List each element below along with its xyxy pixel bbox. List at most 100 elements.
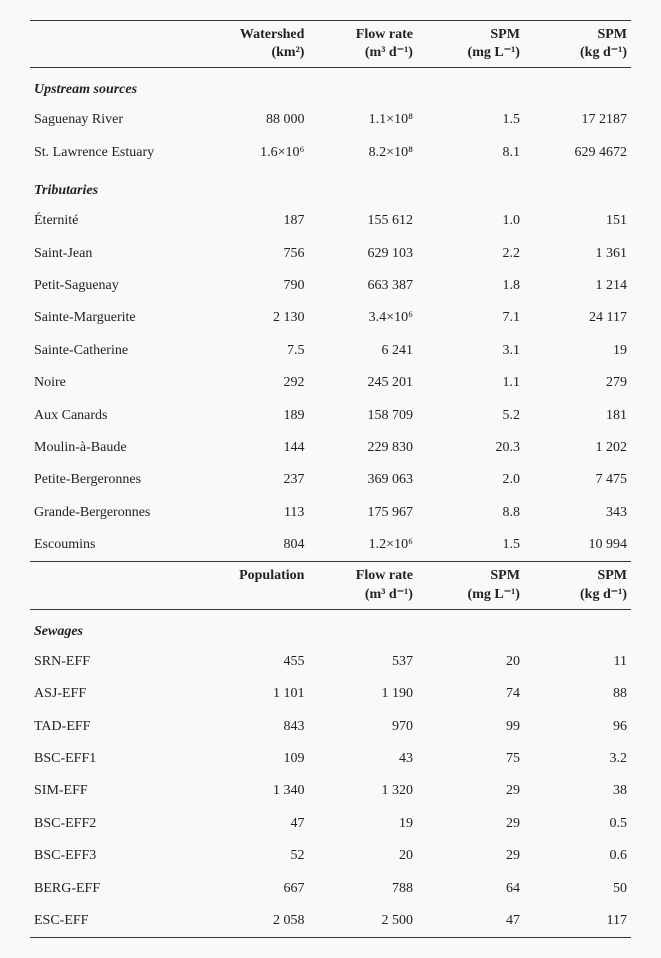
row-val-4: 0.6 (524, 840, 631, 872)
header-col2: Watershed(km²) (198, 21, 309, 68)
row-val-4: 0.5 (524, 808, 631, 840)
header-col3: Flow rate(m³ d⁻¹) (308, 21, 417, 68)
row-val-1: 2 058 (198, 905, 309, 938)
row-val-2: 788 (308, 873, 417, 905)
row-val-4: 11 (524, 646, 631, 678)
row-val-1: 187 (198, 205, 309, 237)
row-val-4: 279 (524, 367, 631, 399)
row-val-2: 369 063 (308, 464, 417, 496)
row-val-2: 245 201 (308, 367, 417, 399)
data-table: Watershed(km²) Flow rate(m³ d⁻¹) SPM(mg … (30, 20, 631, 938)
row-val-4: 1 202 (524, 432, 631, 464)
row-val-1: 88 000 (198, 104, 309, 136)
row-val-3: 75 (417, 743, 524, 775)
row-val-2: 1 190 (308, 678, 417, 710)
row-val-3: 8.1 (417, 137, 524, 169)
table-row: Moulin-à-Baude 144 229 830 20.3 1 202 (30, 432, 631, 464)
row-val-3: 64 (417, 873, 524, 905)
row-val-1: 1 101 (198, 678, 309, 710)
table-row: Noire 292 245 201 1.1 279 (30, 367, 631, 399)
row-val-3: 3.1 (417, 335, 524, 367)
row-val-4: 17 2187 (524, 104, 631, 136)
header-col5: SPM(kg d⁻¹) (524, 562, 631, 609)
row-val-4: 3.2 (524, 743, 631, 775)
row-val-3: 99 (417, 711, 524, 743)
row-val-3: 1.1 (417, 367, 524, 399)
row-name: Petite-Bergeronnes (30, 464, 198, 496)
table-row: Aux Canards 189 158 709 5.2 181 (30, 400, 631, 432)
row-val-3: 47 (417, 905, 524, 938)
row-val-3: 74 (417, 678, 524, 710)
row-val-2: 229 830 (308, 432, 417, 464)
row-val-3: 7.1 (417, 302, 524, 334)
row-val-1: 2 130 (198, 302, 309, 334)
row-val-1: 667 (198, 873, 309, 905)
row-name: Petit-Saguenay (30, 270, 198, 302)
row-name: SRN-EFF (30, 646, 198, 678)
row-val-1: 47 (198, 808, 309, 840)
row-val-4: 151 (524, 205, 631, 237)
table-row: Grande-Bergeronnes 113 175 967 8.8 343 (30, 497, 631, 529)
row-val-1: 7.5 (198, 335, 309, 367)
table-row: Escoumins 804 1.2×10⁶ 1.5 10 994 (30, 529, 631, 562)
section-heading: Sewages (30, 609, 631, 646)
row-val-2: 175 967 (308, 497, 417, 529)
row-val-3: 2.0 (417, 464, 524, 496)
row-val-1: 843 (198, 711, 309, 743)
row-val-2: 19 (308, 808, 417, 840)
table-row: BSC-EFF2 47 19 29 0.5 (30, 808, 631, 840)
table-row: BERG-EFF 667 788 64 50 (30, 873, 631, 905)
row-val-3: 29 (417, 775, 524, 807)
row-val-1: 455 (198, 646, 309, 678)
row-val-2: 43 (308, 743, 417, 775)
table-row: Saint-Jean 756 629 103 2.2 1 361 (30, 238, 631, 270)
row-val-4: 181 (524, 400, 631, 432)
row-val-2: 2 500 (308, 905, 417, 938)
row-name: Saint-Jean (30, 238, 198, 270)
row-val-1: 1 340 (198, 775, 309, 807)
row-name: St. Lawrence Estuary (30, 137, 198, 169)
table-row: Sainte-Catherine 7.5 6 241 3.1 19 (30, 335, 631, 367)
header-blank (30, 21, 198, 68)
row-name: ESC-EFF (30, 905, 198, 938)
row-val-3: 1.5 (417, 104, 524, 136)
row-val-3: 1.5 (417, 529, 524, 562)
row-val-2: 663 387 (308, 270, 417, 302)
row-val-2: 629 103 (308, 238, 417, 270)
row-name: Saguenay River (30, 104, 198, 136)
row-val-1: 109 (198, 743, 309, 775)
row-val-4: 88 (524, 678, 631, 710)
header-col2: Population (198, 562, 309, 609)
row-val-2: 537 (308, 646, 417, 678)
row-name: Éternité (30, 205, 198, 237)
table-row: TAD-EFF 843 970 99 96 (30, 711, 631, 743)
row-val-4: 96 (524, 711, 631, 743)
row-val-3: 1.8 (417, 270, 524, 302)
row-val-1: 113 (198, 497, 309, 529)
row-val-1: 1.6×10⁶ (198, 137, 309, 169)
table-row: BSC-EFF3 52 20 29 0.6 (30, 840, 631, 872)
row-val-3: 29 (417, 840, 524, 872)
header-col5: SPM(kg d⁻¹) (524, 21, 631, 68)
row-name: BSC-EFF1 (30, 743, 198, 775)
row-val-2: 970 (308, 711, 417, 743)
row-val-2: 6 241 (308, 335, 417, 367)
table-row: Petit-Saguenay 790 663 387 1.8 1 214 (30, 270, 631, 302)
row-val-2: 1.1×10⁸ (308, 104, 417, 136)
row-val-3: 20 (417, 646, 524, 678)
row-val-3: 8.8 (417, 497, 524, 529)
row-name: Moulin-à-Baude (30, 432, 198, 464)
row-name: Sainte-Marguerite (30, 302, 198, 334)
table-row: Saguenay River 88 000 1.1×10⁸ 1.5 17 218… (30, 104, 631, 136)
row-val-4: 629 4672 (524, 137, 631, 169)
row-val-1: 790 (198, 270, 309, 302)
row-val-4: 50 (524, 873, 631, 905)
row-name: Escoumins (30, 529, 198, 562)
row-val-4: 24 117 (524, 302, 631, 334)
row-val-2: 158 709 (308, 400, 417, 432)
row-val-4: 1 361 (524, 238, 631, 270)
row-name: Noire (30, 367, 198, 399)
row-name: BSC-EFF3 (30, 840, 198, 872)
row-val-3: 29 (417, 808, 524, 840)
row-val-4: 117 (524, 905, 631, 938)
